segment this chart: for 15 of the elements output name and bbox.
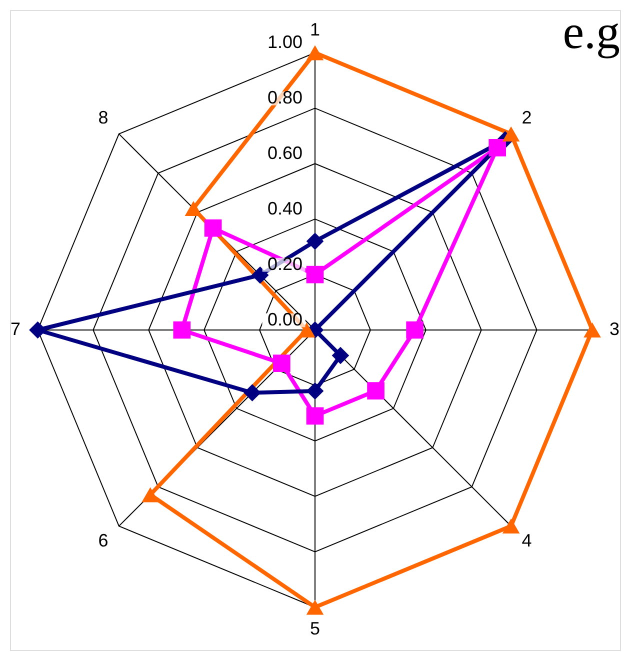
spoke-label: 4 <box>522 530 532 551</box>
y-tick-label: 0.80 <box>267 87 303 108</box>
y-tick-label: 1.00 <box>267 32 303 52</box>
y-tick-label: 0.60 <box>267 142 303 163</box>
spoke-label: 2 <box>522 107 532 128</box>
y-tick-label: 0.00 <box>267 309 303 330</box>
y-tick-label: 0.40 <box>267 198 303 218</box>
y-tick-label: 0.20 <box>267 254 303 274</box>
spoke-label: 6 <box>98 530 108 551</box>
spoke-label: 1 <box>310 20 320 40</box>
spoke-label: 7 <box>10 319 21 339</box>
spoke-label: 8 <box>98 107 108 128</box>
spoke-label: 5 <box>310 618 320 638</box>
spoke-label: 3 <box>609 319 620 339</box>
text: e.g <box>562 6 620 59</box>
